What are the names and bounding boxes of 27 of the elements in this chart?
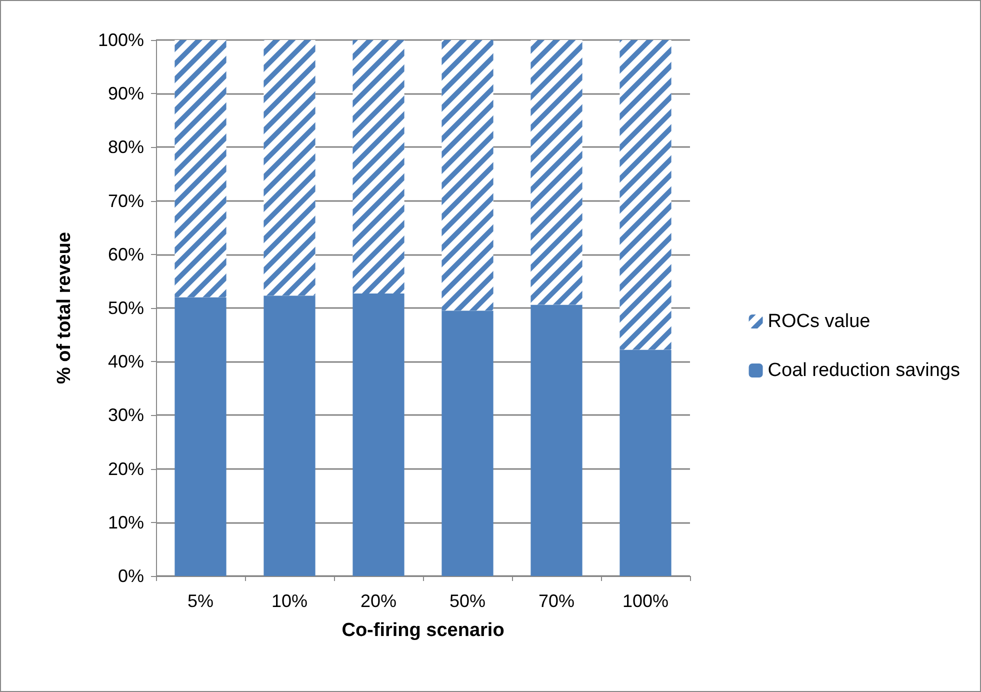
legend-label: Coal reduction savings [768, 360, 960, 381]
bar [174, 297, 226, 576]
bar [442, 310, 494, 576]
x-tick-label: 10% [271, 591, 308, 611]
legend-label: ROCs value [768, 311, 870, 332]
x-axis-title: Co-firing scenario [342, 620, 504, 641]
x-tick-label: 5% [187, 591, 214, 611]
bar [352, 294, 404, 576]
bar [264, 296, 316, 576]
y-axis-title: % of total reveue [54, 232, 75, 384]
x-tick-label: 70% [538, 591, 575, 611]
y-tick-label: 10% [108, 512, 144, 532]
x-tick-label: 20% [360, 591, 397, 611]
y-tick-label: 50% [108, 298, 144, 318]
y-tick-label: 40% [108, 352, 144, 372]
y-tick-label: 90% [108, 84, 144, 104]
y-tick-label: 80% [108, 137, 144, 158]
x-tick-label: 50% [449, 591, 486, 611]
y-tick-label: 30% [108, 405, 144, 426]
y-tick-label: 20% [108, 458, 144, 479]
y-tick-label: 100% [98, 30, 144, 50]
y-tick-label: 70% [108, 190, 144, 211]
y-tick-label: 0% [118, 566, 144, 586]
x-tick-label: 100% [622, 591, 669, 611]
bar [530, 304, 582, 576]
bar [620, 350, 672, 576]
y-tick-label: 60% [108, 244, 144, 264]
